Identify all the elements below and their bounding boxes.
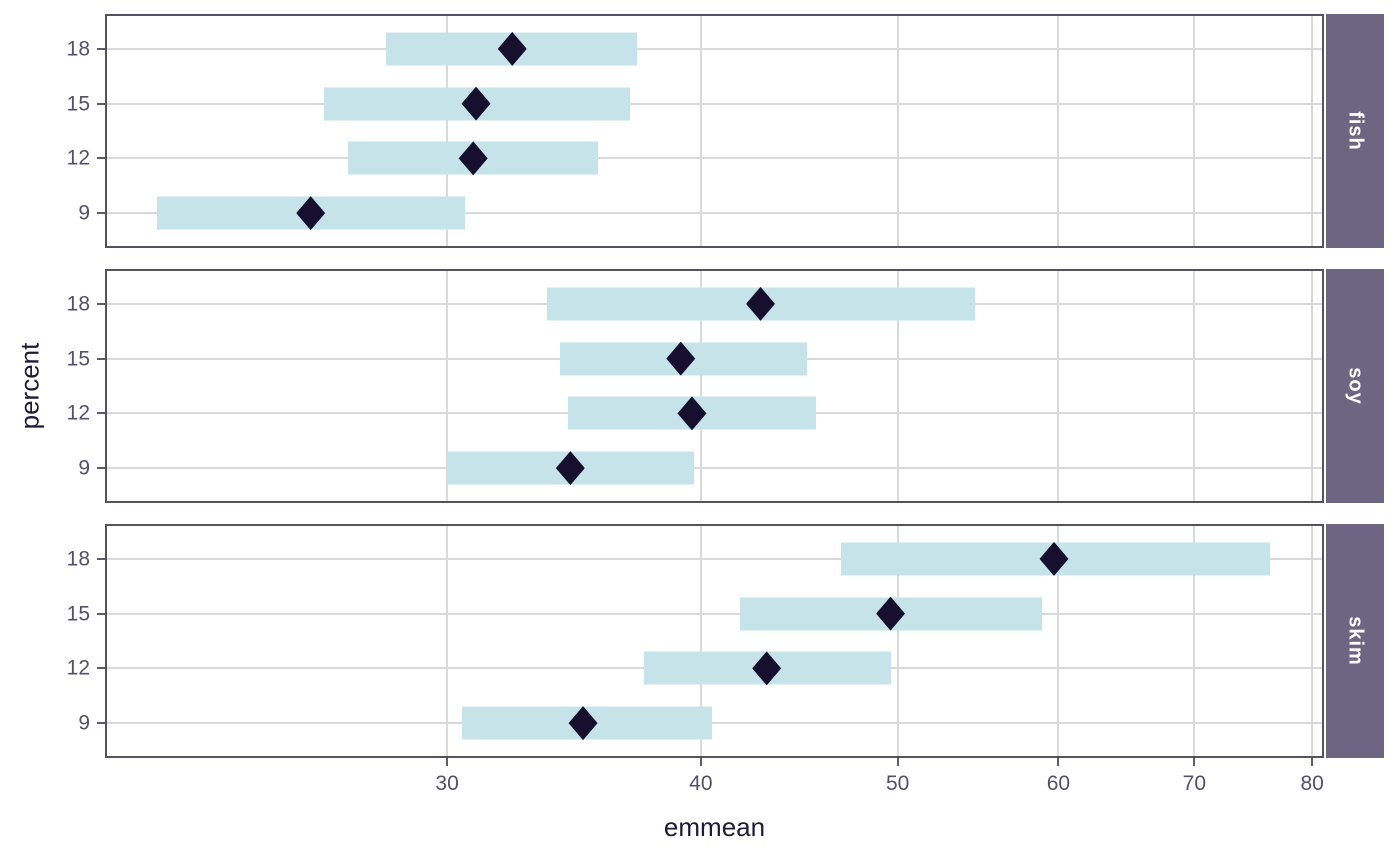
- facet-strip-label: fish: [1344, 111, 1367, 151]
- gridline-y: [107, 157, 1322, 160]
- gridline-x: [1311, 526, 1314, 756]
- y-tick-mark: [97, 157, 105, 160]
- facet-fish: 18 15 12 9 fish: [0, 14, 1400, 248]
- gridline-x: [1057, 526, 1060, 756]
- x-tick-label: 80: [1300, 772, 1324, 795]
- gridline-y: [107, 212, 1322, 215]
- y-tick-label: 18: [66, 37, 90, 61]
- gridline-x: [896, 271, 899, 501]
- gridline-x: [1193, 526, 1196, 756]
- gridline-x: [1057, 16, 1060, 246]
- y-tick-mark: [97, 467, 105, 470]
- x-tick-mark: [446, 758, 449, 766]
- x-tick-label: 40: [689, 772, 713, 795]
- y-tick-label: 9: [78, 456, 90, 480]
- facet-strip-fish: fish: [1326, 14, 1384, 248]
- x-tick-mark: [896, 758, 899, 766]
- x-axis-title: emmean: [663, 812, 766, 842]
- y-tick-mark: [97, 722, 105, 725]
- y-tick-label: 9: [78, 201, 90, 225]
- y-tick-mark: [97, 557, 105, 560]
- y-tick-label: 15: [66, 347, 90, 371]
- facet-strip-soy: soy: [1326, 269, 1384, 503]
- y-tick-mark: [97, 102, 105, 105]
- gridline-x: [699, 271, 702, 501]
- facet-strip-label: skim: [1344, 616, 1367, 666]
- facet-panel-fish: [105, 14, 1324, 248]
- x-tick-label: 70: [1182, 772, 1207, 795]
- y-tick-label: 12: [66, 656, 90, 680]
- gridline-x: [1057, 271, 1060, 501]
- facet-panel-soy: [105, 269, 1324, 503]
- y-tick-mark: [97, 667, 105, 670]
- gridline-y: [107, 102, 1322, 105]
- x-tick-label: 30: [435, 772, 459, 795]
- x-tick-mark: [699, 758, 702, 766]
- facet-soy: 18 15 12 9 soy: [0, 269, 1400, 503]
- y-tick-label: 9: [78, 711, 90, 735]
- facet-panel-skim: [105, 524, 1324, 758]
- facet-strip-skim: skim: [1326, 524, 1384, 758]
- y-tick-label: 18: [66, 292, 90, 316]
- y-tick-mark: [97, 212, 105, 215]
- gridline-x: [446, 16, 449, 246]
- gridline-x: [1311, 271, 1314, 501]
- facet-skim: 18 15 12 9 skim: [0, 524, 1400, 758]
- gridline-x: [699, 16, 702, 246]
- y-tick-label: 12: [66, 146, 90, 170]
- y-tick-label: 15: [66, 92, 90, 116]
- y-tick-label: 15: [66, 602, 90, 626]
- gridline-x: [896, 16, 899, 246]
- y-tick-label: 18: [66, 547, 90, 571]
- gridline-x: [699, 526, 702, 756]
- y-tick-mark: [97, 612, 105, 615]
- x-tick-mark: [1193, 758, 1196, 766]
- gridline-y: [107, 557, 1322, 560]
- gridline-x: [446, 526, 449, 756]
- gridline-y: [107, 722, 1322, 725]
- gridline-x: [1311, 16, 1314, 246]
- gridline-y: [107, 47, 1322, 50]
- x-tick-label: 50: [885, 772, 910, 795]
- gridline-y: [107, 467, 1322, 470]
- gridline-x: [1193, 271, 1196, 501]
- x-tick-label: 60: [1046, 772, 1071, 795]
- y-tick-mark: [97, 412, 105, 415]
- x-axis: 30 40 50 60 70 80: [107, 758, 1324, 808]
- gridline-x: [1193, 16, 1196, 246]
- facet-strip-label: soy: [1344, 367, 1367, 405]
- y-tick-mark: [97, 302, 105, 305]
- y-tick-label: 12: [66, 401, 90, 425]
- y-tick-mark: [97, 47, 105, 50]
- gridline-x: [896, 526, 899, 756]
- gridline-x: [446, 271, 449, 501]
- x-tick-mark: [1311, 758, 1314, 766]
- gridline-y: [107, 612, 1322, 615]
- x-tick-mark: [1057, 758, 1060, 766]
- y-tick-mark: [97, 357, 105, 360]
